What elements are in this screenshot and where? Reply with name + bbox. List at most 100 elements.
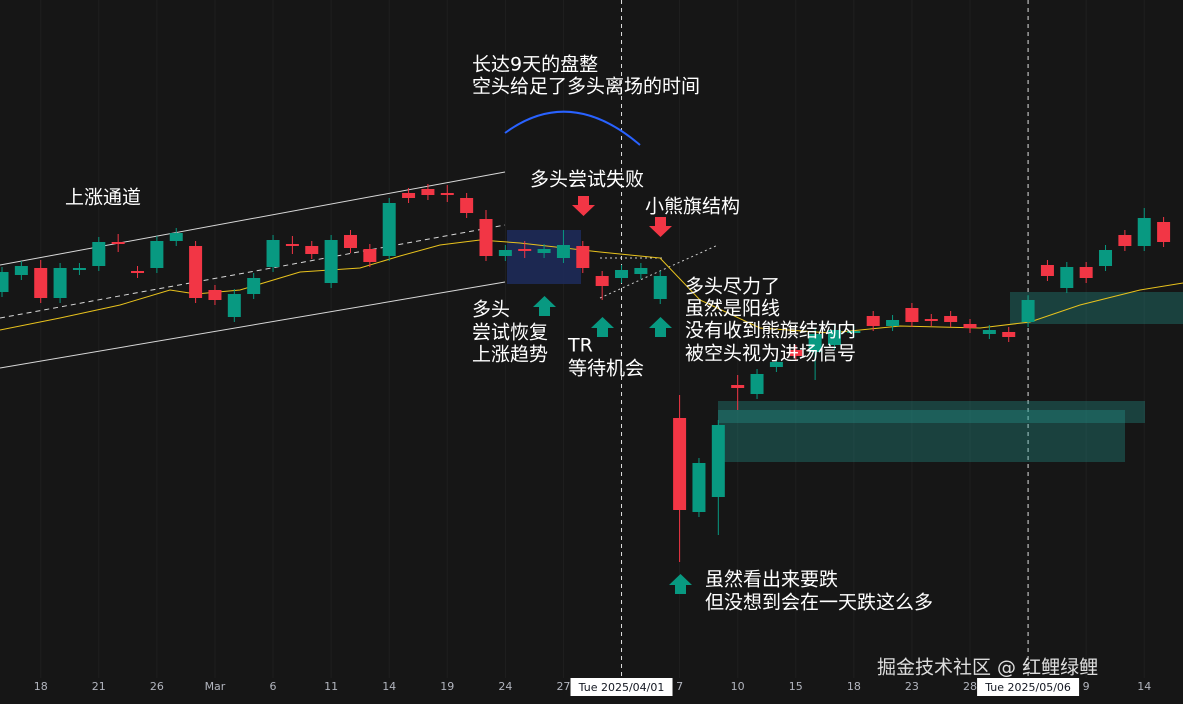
- candle: [131, 266, 145, 278]
- candle-body: [982, 330, 996, 334]
- x-tick-label: 19: [440, 680, 454, 693]
- candle-body: [208, 290, 222, 300]
- candle-body: [808, 334, 822, 352]
- candle: [808, 329, 822, 380]
- candle: [1002, 327, 1016, 342]
- annotation: 虽然是阳线: [685, 298, 780, 320]
- zone: [718, 401, 1145, 423]
- candle-body: [944, 316, 958, 322]
- candle: [944, 311, 958, 327]
- candle-body: [14, 266, 28, 275]
- watermark: 掘金技术社区 @ 红鲤绿鲤: [877, 657, 1098, 679]
- candle-body: [905, 308, 919, 322]
- x-tick-label: 23: [905, 680, 919, 693]
- down-arrows: [572, 196, 672, 237]
- candle-body: [34, 268, 48, 298]
- annotation: 空头给足了多头离场的时间: [472, 76, 700, 98]
- candle: [208, 285, 222, 305]
- annotation: 没有收到熊旗结构内: [685, 320, 856, 342]
- candle-body: [305, 246, 319, 254]
- candle: [343, 230, 357, 253]
- candle-body: [363, 249, 377, 262]
- candle-body: [866, 316, 880, 326]
- crosshair-label-box: [977, 678, 1080, 696]
- candle-body: [615, 270, 629, 278]
- candle-body: [1060, 267, 1074, 288]
- candle-body: [1002, 332, 1016, 337]
- candle-body: [1079, 267, 1093, 278]
- candle: [305, 241, 319, 259]
- candle: [92, 237, 106, 271]
- candle: [1021, 295, 1035, 327]
- candle: [982, 325, 996, 339]
- annotation: 尝试恢复: [472, 322, 548, 344]
- x-tick-label: 26: [150, 680, 164, 693]
- candle: [615, 265, 629, 283]
- candle: [402, 188, 416, 203]
- arrow-up: [669, 574, 692, 594]
- annotation: 多头: [472, 299, 510, 321]
- candle: [1060, 262, 1074, 293]
- candle-body: [924, 319, 938, 321]
- arrow-down: [649, 217, 672, 237]
- candle: [518, 241, 532, 258]
- candle: [692, 458, 706, 517]
- candle-body: [556, 245, 570, 258]
- candle-body: [653, 276, 667, 299]
- annotation: 等待机会: [568, 358, 644, 380]
- candle-body: [285, 244, 299, 246]
- x-tick-label: 7: [676, 680, 683, 693]
- candle: [769, 357, 783, 372]
- candle: [673, 395, 687, 562]
- candle: [460, 193, 474, 218]
- candle: [189, 241, 203, 303]
- candle: [150, 236, 164, 273]
- candle-body: [1157, 222, 1171, 242]
- moving-average: [0, 239, 1183, 334]
- candle-body: [750, 374, 764, 394]
- candle-body: [111, 242, 125, 244]
- decorations: [0, 110, 1183, 594]
- candle: [653, 271, 667, 304]
- candle: [247, 273, 261, 299]
- x-tick-label: 14: [382, 680, 396, 693]
- candle-body: [1099, 250, 1113, 266]
- candle: [440, 185, 454, 202]
- candle-body: [324, 240, 338, 283]
- candle-body: [498, 250, 512, 256]
- x-axis: 18 21 26 Mar 6 11 14 19 24 27 Tue 2025/04/01 7 10 15 1…: [34, 0, 1151, 696]
- candle-body: [847, 331, 861, 333]
- candle-body: [150, 241, 164, 268]
- candle-body: [634, 268, 648, 274]
- candle: [556, 230, 570, 263]
- candle: [711, 420, 725, 535]
- candle: [479, 210, 493, 261]
- arrow-up: [649, 317, 672, 337]
- candle-body: [131, 271, 145, 273]
- candle: [421, 184, 435, 200]
- annotation: 多头尽力了: [685, 276, 780, 298]
- candle-body: [0, 272, 9, 292]
- annotation: TR: [567, 335, 593, 357]
- candle: [1137, 208, 1151, 251]
- candle-body: [963, 324, 977, 328]
- candle-body: [711, 425, 725, 497]
- candle: [34, 260, 48, 303]
- candle: [789, 345, 803, 361]
- candle: [963, 319, 977, 333]
- candle-body: [440, 193, 454, 195]
- annotation: 虽然看出来要跌: [705, 569, 838, 591]
- candle: [866, 311, 880, 331]
- candle-body: [576, 246, 590, 268]
- candle: [1099, 245, 1113, 271]
- candle: [111, 234, 125, 252]
- candle-body: [479, 219, 493, 256]
- x-tick-label: 24: [498, 680, 512, 693]
- x-tick-label: 18: [34, 680, 48, 693]
- candle: [53, 263, 67, 303]
- candle: [14, 261, 28, 280]
- candle: [72, 263, 86, 275]
- candle: [363, 244, 377, 267]
- candle: [498, 245, 512, 261]
- channel-top: [0, 171, 506, 266]
